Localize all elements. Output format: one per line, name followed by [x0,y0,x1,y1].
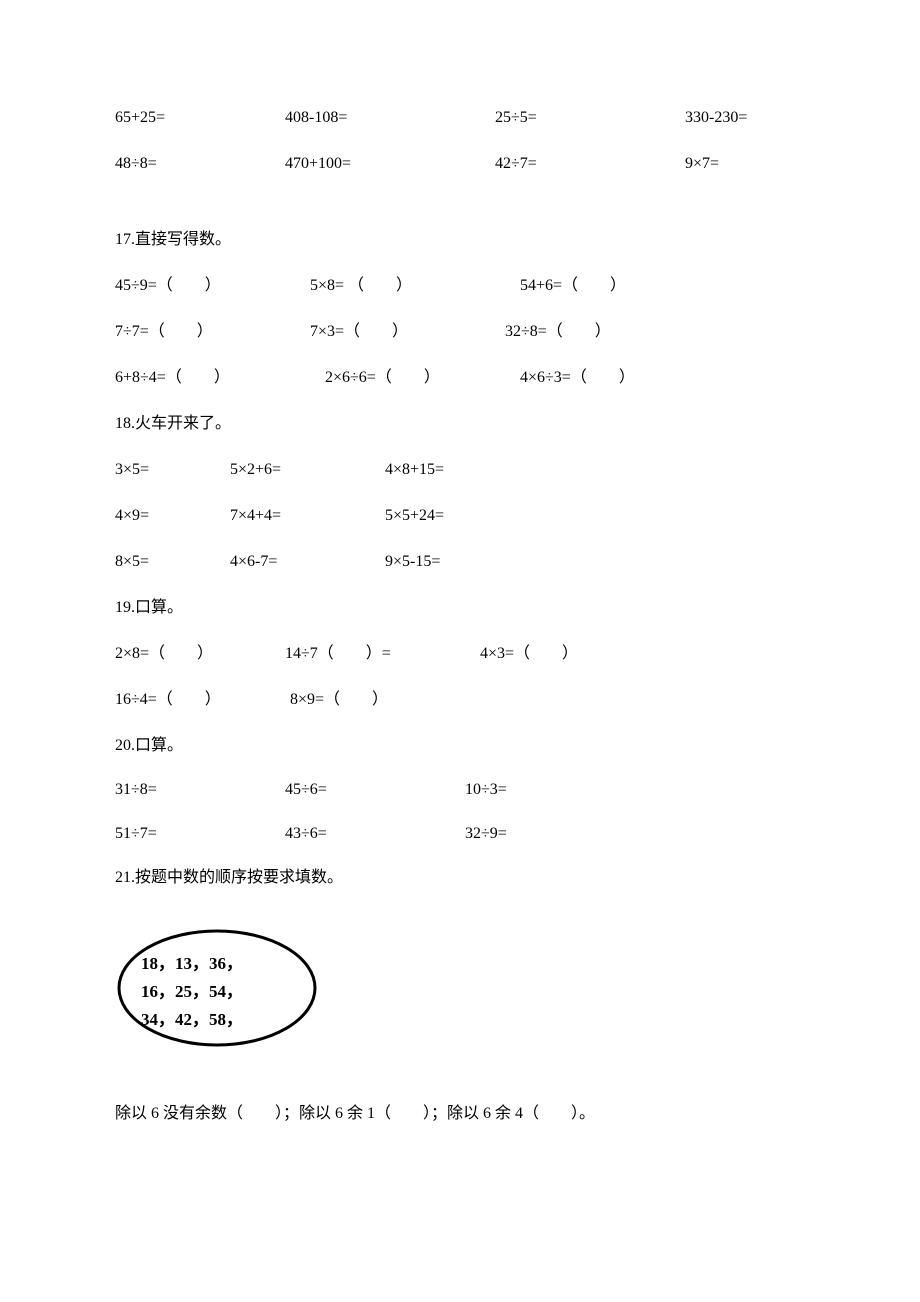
q17-r3-c3: 4×6÷3=（ ） [520,370,635,386]
q18-title: 18.火车开来了。 [115,416,805,432]
q16-r2-c2: 470+100= [285,156,495,172]
q20-row1: 31÷8= 45÷6= 10÷3= [115,782,805,798]
q17-r2-c2: 7×3=（ ） [310,324,505,340]
q16-row2: 48÷8= 470+100= 42÷7= 9×7= [115,156,805,172]
q17-r1-c3: 54+6=（ ） [520,278,626,294]
oval-line2: 16，25，54， [141,978,243,1006]
oval-line3: 34，42，58， [141,1006,243,1034]
q18-r3-c1: 8×5= [115,554,230,570]
q18-r2-c3: 5×5+24= [385,508,444,524]
number-oval: 18，13，36， 16，25，54， 34，42，58， [115,926,320,1051]
q17-row1: 45÷9=（ ） 5×8= （ ） 54+6=（ ） [115,278,805,294]
q18-r1-c3: 4×8+15= [385,462,444,478]
q18-row1: 3×5= 5×2+6= 4×8+15= [115,462,805,478]
q19-title: 19.口算。 [115,600,805,616]
q18-r3-c2: 4×6-7= [230,554,385,570]
q19-r2-c2: 8×9=（ ） [290,692,388,708]
q19-row2: 16÷4=（ ） 8×9=（ ） [115,692,805,708]
q18-r3-c3: 9×5-15= [385,554,440,570]
q18-row2: 4×9= 7×4+4= 5×5+24= [115,508,805,524]
q19-r1-c1: 2×8=（ ） [115,646,285,662]
q16-r2-c4: 9×7= [685,156,719,172]
q20-r1-c3: 10÷3= [465,782,507,798]
q19-row1: 2×8=（ ） 14÷7（ ）= 4×3=（ ） [115,646,805,662]
q17-r2-c3: 32÷8=（ ） [505,324,611,340]
q16-r2-c3: 42÷7= [495,156,685,172]
q16-r1-c3: 25÷5= [495,110,685,126]
q16-r1-c1: 65+25= [115,110,285,126]
q20-r2-c2: 43÷6= [285,826,465,842]
q17-r1-c2: 5×8= （ ） [310,278,520,294]
q20-title: 20.口算。 [115,738,805,754]
q16-row1: 65+25= 408-108= 25÷5= 330-230= [115,110,805,126]
q20-row2: 51÷7= 43÷6= 32÷9= [115,826,805,842]
q20-r1-c1: 31÷8= [115,782,285,798]
q17-r3-c1: 6+8÷4=（ ） [115,370,325,386]
q18-r2-c2: 7×4+4= [230,508,385,524]
q18-r2-c1: 4×9= [115,508,230,524]
q19-r2-c1: 16÷4=（ ） [115,692,290,708]
q16-r2-c1: 48÷8= [115,156,285,172]
q17-row3: 6+8÷4=（ ） 2×6÷6=（ ） 4×6÷3=（ ） [115,370,805,386]
q20-r1-c2: 45÷6= [285,782,465,798]
q16-r1-c2: 408-108= [285,110,495,126]
oval-text: 18，13，36， 16，25，54， 34，42，58， [141,950,243,1034]
q18-r1-c2: 5×2+6= [230,462,385,478]
q19-r1-c2: 14÷7（ ）= [285,646,480,662]
q16-r1-c4: 330-230= [685,110,747,126]
q18-row3: 8×5= 4×6-7= 9×5-15= [115,554,805,570]
q18-r1-c1: 3×5= [115,462,230,478]
q17-r1-c1: 45÷9=（ ） [115,278,310,294]
q20-r2-c3: 32÷9= [465,826,507,842]
q21-answer: 除以 6 没有余数（ ）；除以 6 余 1（ ）；除以 6 余 4（ ）。 [115,1106,805,1122]
q17-r3-c2: 2×6÷6=（ ） [325,370,520,386]
q20-r2-c1: 51÷7= [115,826,285,842]
q17-title: 17.直接写得数。 [115,232,805,248]
q17-row2: 7÷7=（ ） 7×3=（ ） 32÷8=（ ） [115,324,805,340]
oval-line1: 18，13，36， [141,950,243,978]
q17-r2-c1: 7÷7=（ ） [115,324,310,340]
q21-title: 21.按题中数的顺序按要求填数。 [115,870,805,886]
q19-r1-c3: 4×3=（ ） [480,646,578,662]
